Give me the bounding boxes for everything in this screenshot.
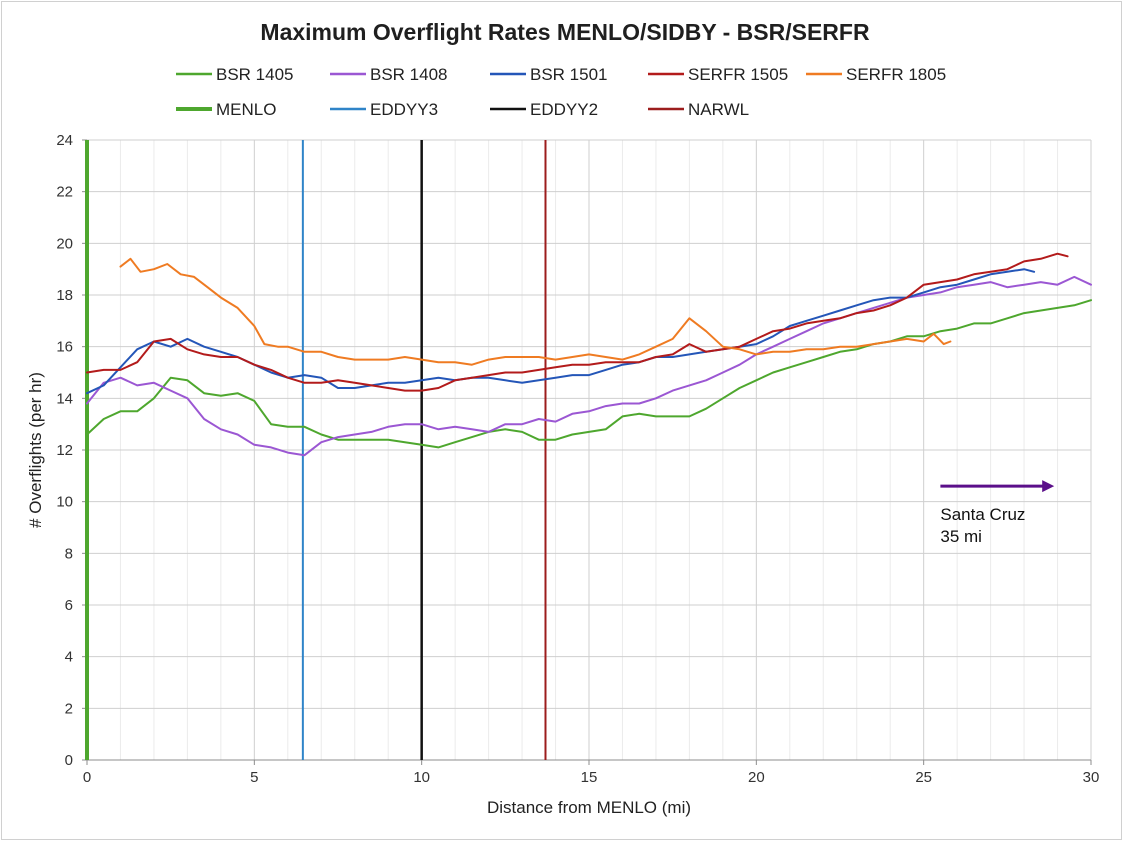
legend-label-menlo: MENLO <box>216 100 276 119</box>
y-tick-label: 8 <box>65 545 73 562</box>
x-tick-label: 5 <box>250 769 258 786</box>
y-tick-label: 18 <box>56 287 73 304</box>
annotation-text: 35 mi <box>940 527 982 546</box>
y-tick-label: 24 <box>56 132 73 149</box>
y-tick-label: 16 <box>56 339 73 356</box>
series-line-serfr-1805 <box>119 257 952 366</box>
series-line-bsr-1408 <box>86 275 1092 457</box>
legend-label-narwl: NARWL <box>688 100 749 119</box>
y-axis-title: # Overflights (per hr) <box>26 372 45 528</box>
y-tick-label: 6 <box>65 597 73 614</box>
legend-label-eddyy3: EDDYY3 <box>370 100 438 119</box>
y-tick-label: 10 <box>56 494 73 511</box>
y-tick-label: 2 <box>65 700 73 717</box>
y-tick-label: 22 <box>56 184 73 201</box>
legend-label-eddyy2: EDDYY2 <box>530 100 598 119</box>
y-tick-label: 14 <box>56 390 73 407</box>
annotation-arrow-head <box>1042 480 1055 493</box>
annotation-text: Santa Cruz <box>940 505 1025 524</box>
x-tick-label: 25 <box>915 769 932 786</box>
legend-label-bsr-1405: BSR 1405 <box>216 65 294 84</box>
x-tick-label: 0 <box>83 769 91 786</box>
legend-label-serfr-1805: SERFR 1805 <box>846 65 946 84</box>
y-tick-label: 0 <box>65 752 73 769</box>
legend-label-bsr-1408: BSR 1408 <box>370 65 448 84</box>
x-tick-label: 15 <box>581 769 598 786</box>
legend-label-bsr-1501: BSR 1501 <box>530 65 608 84</box>
legend-label-serfr-1505: SERFR 1505 <box>688 65 788 84</box>
series-line-bsr-1405 <box>86 299 1092 449</box>
x-tick-label: 30 <box>1083 769 1100 786</box>
y-tick-label: 4 <box>65 649 73 666</box>
x-tick-label: 20 <box>748 769 765 786</box>
x-tick-label: 10 <box>413 769 430 786</box>
y-tick-label: 12 <box>56 442 73 459</box>
chart-title: Maximum Overflight Rates MENLO/SIDBY - B… <box>260 19 870 45</box>
y-tick-label: 20 <box>56 235 73 252</box>
x-axis-title: Distance from MENLO (mi) <box>487 798 691 817</box>
series-line-serfr-1505 <box>86 252 1069 392</box>
